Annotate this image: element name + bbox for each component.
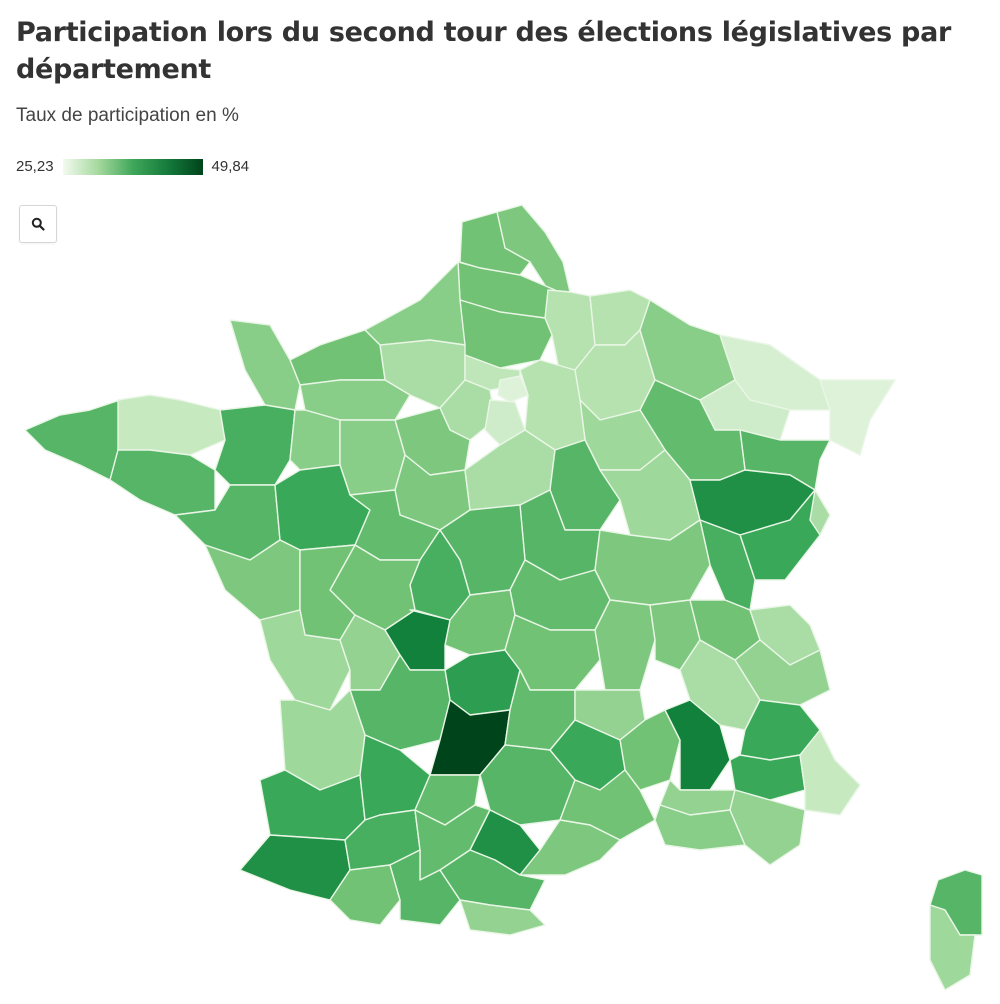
legend-max-label: 49,84 [211,158,250,175]
department-manche[interactable]: Manche : 37 [229,319,301,411]
france-departments-map[interactable]: Nord : 38Pas-de-Calais : 39Somme : 39Ais… [0,195,1000,1004]
department-sarthe[interactable]: Sarthe : 37 [339,419,406,496]
department-pyrenees-atlantiques[interactable]: Pyrénées-Atlantiques : 45 [239,834,351,901]
legend-gradient-bar [62,158,203,175]
department-calvados[interactable]: Calvados : 39 [289,329,386,386]
chart-title: Participation lors du second tour des él… [16,17,952,85]
search-icon [31,217,45,231]
department-cotes-d-armor[interactable]: Côtes-d'Armor : 31 [117,394,226,456]
department-finistere[interactable]: Finistère : 41 [24,399,121,481]
department-herault[interactable]: Hérault : 38 [519,819,621,876]
department-corse-du-sud[interactable]: Corse-du-Sud : 35 [929,904,976,991]
department-mayenne[interactable]: Mayenne : 37 [289,409,341,471]
department-pyrenees-orientales[interactable]: Pyrénées-Orientales : 36 [459,899,546,936]
department-drome[interactable]: Drôme : 46 [664,699,731,791]
zoom-button[interactable] [19,205,57,243]
department-alpes-maritimes[interactable]: Alpes-Maritimes : 31 [799,729,861,816]
department-bas-rhin[interactable]: Bas-Rhin : 28 [819,379,896,456]
department-territoire-de-belfort[interactable]: Territoire de Belfort : 34 [809,489,831,536]
legend-min-label: 25,23 [16,158,54,175]
department-ille-et-vilaine[interactable]: Ille-et-Vilaine : 42 [214,404,296,486]
department-var[interactable]: Var : 36 [729,789,806,866]
chart-subtitle: Taux de participation en % [16,105,239,126]
department-paris[interactable]: Paris : 28 [497,375,529,403]
department-loire[interactable]: Loire : 38 [594,599,656,691]
department-morbihan[interactable]: Morbihan : 41 [109,449,216,516]
department-seine-maritime[interactable]: Seine-Maritime : 37 [364,261,466,346]
color-legend: 25,23 49,84 [16,158,249,175]
